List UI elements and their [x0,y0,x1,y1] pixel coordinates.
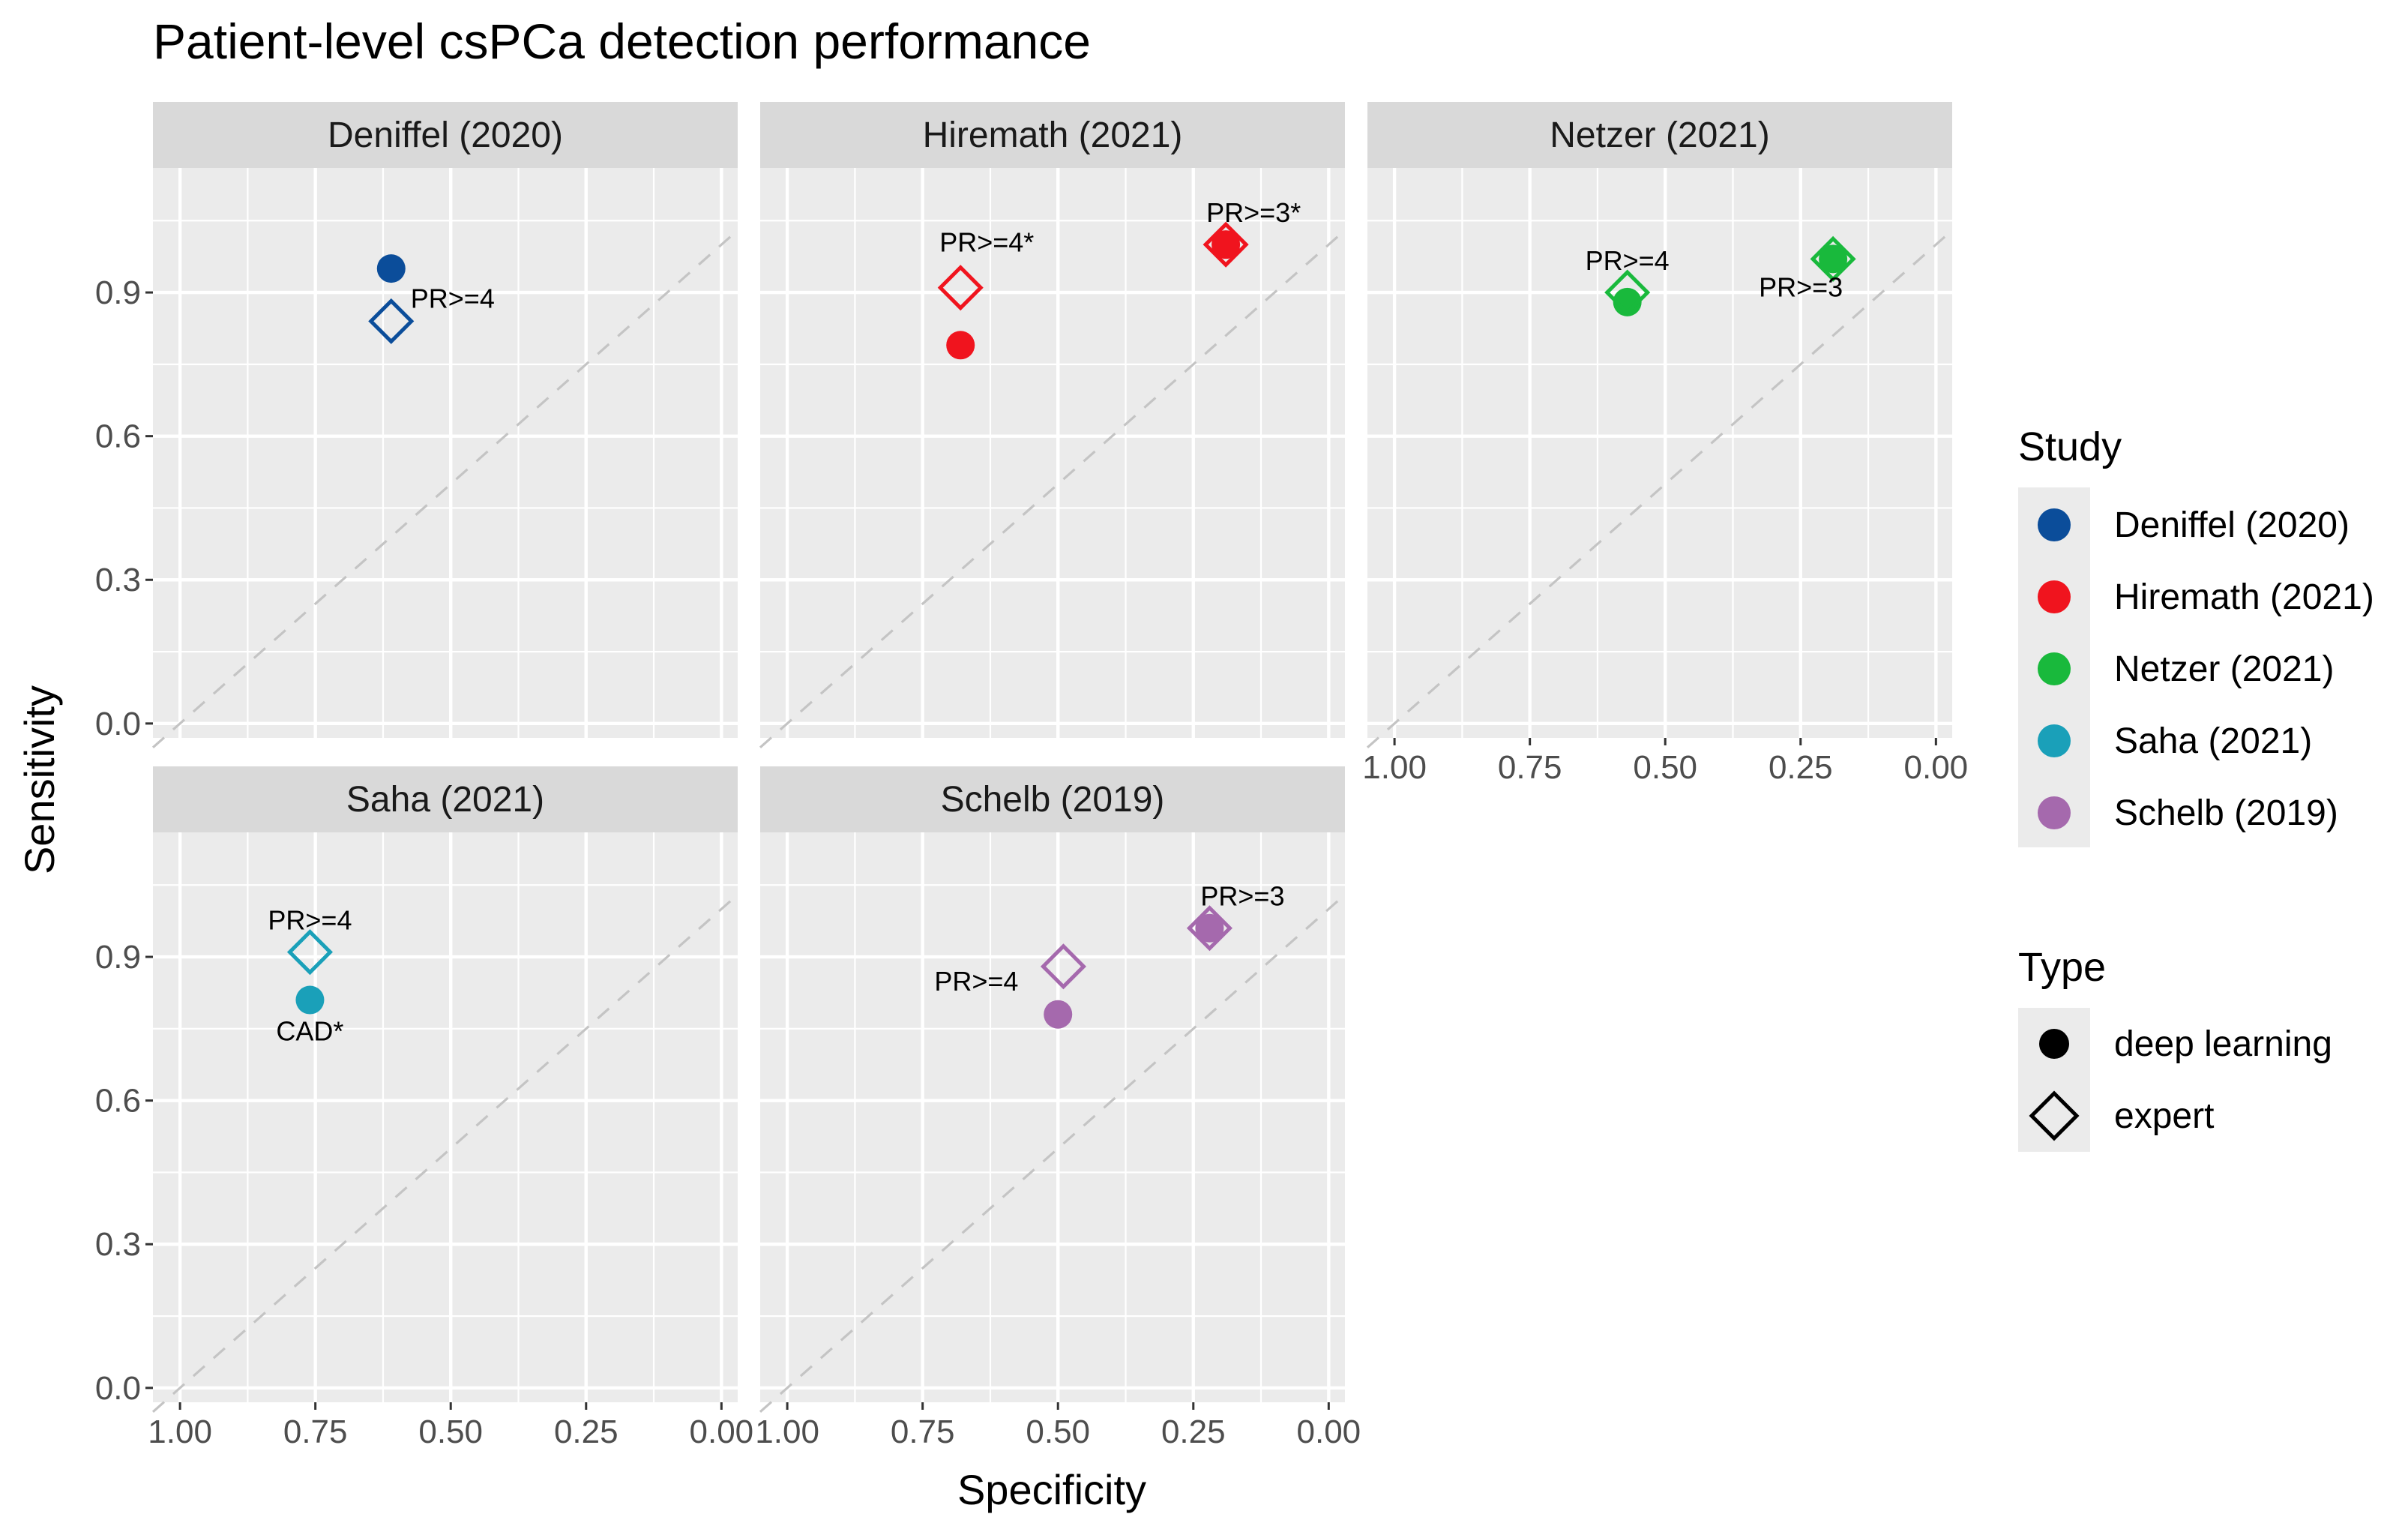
y-tick-label: 0.9 [95,939,141,976]
expert-point [1604,269,1651,316]
facet-strip [153,102,738,168]
deep-learning-point [295,985,325,1015]
expert-point [1810,235,1856,282]
deep-learning-point [946,331,975,360]
legend-label-type: expert [2114,1096,2214,1136]
expert-point [286,929,333,976]
expert-point [937,265,984,311]
legend-key-study [2038,724,2071,757]
chance-diagonal [759,229,1346,748]
y-tick-label: 0.9 [95,274,141,311]
legend-label-type: deep learning [2114,1024,2332,1064]
x-tick-label: 0.75 [283,1414,348,1450]
y-tick-label: 0.6 [95,418,141,455]
x-tick-label: 1.00 [148,1414,212,1450]
y-tick-label: 0.0 [95,1370,141,1407]
panel-background [760,168,1345,738]
deep-learning-point [1819,244,1848,274]
panel-background [153,168,738,738]
expert-point [1203,221,1249,268]
deep-learning-point [376,254,406,283]
facet-panels: Deniffel (2020) 0.0 0.3 0.6 0.9 PR>=4 Hiremath… [95,102,1968,1450]
facet-strip-label: Hiremath (2021) [923,115,1183,155]
x-axis-title: Specificity [957,1466,1146,1513]
x-tick-label: 0.50 [1633,749,1697,786]
chance-diagonal [151,229,739,748]
y-tick-label: 0.6 [95,1083,141,1120]
y-tick-label: 0.3 [95,1226,141,1263]
panel-background [153,832,738,1402]
facet-strip [153,766,738,832]
legend-label-study: Hiremath (2021) [2114,577,2374,617]
x-tick-label: 0.50 [418,1414,483,1450]
deep-learning-point [1195,913,1224,943]
facet-panel: Deniffel (2020) 0.0 0.3 0.6 0.9 PR>=4 [95,102,739,748]
point-label: PR>=3 [1200,881,1284,912]
x-tick-label: 0.50 [1026,1414,1090,1450]
chart-title: Patient-level csPCa detection performanc… [153,13,1091,69]
x-tick-label: 0.25 [1769,749,1833,786]
facet-strip-label: Netzer (2021) [1550,115,1769,155]
x-tick-label: 0.25 [1161,1414,1226,1450]
y-tick-label: 0.0 [95,706,141,742]
x-tick-label: 0.75 [1498,749,1562,786]
deep-learning-point [1613,287,1642,316]
legend-label-study: Saha (2021) [2114,721,2312,761]
legend-key-study [2038,508,2071,541]
x-tick-label: 1.00 [755,1414,819,1450]
facet-strip [760,102,1345,168]
point-label: PR>=3* [1206,197,1301,228]
facet-strip [1367,102,1952,168]
deep-learning-point [1211,230,1241,259]
legend-key-type [2029,1090,2080,1141]
chance-diagonal [759,893,1346,1413]
y-tick-label: 0.3 [95,562,141,598]
legend-title-type: Type [2018,945,2106,990]
legend-key-study [2038,652,2071,685]
x-tick-label: 0.75 [891,1414,955,1450]
facet-panel: Hiremath (2021) PR>=4* PR>=3* [759,102,1346,748]
panel-background [760,832,1345,1402]
expert-point [1040,943,1086,990]
legend-key-study [2038,796,2071,829]
legend-label-study: Schelb (2019) [2114,793,2338,833]
legend-key-study [2038,580,2071,613]
expert-point [1186,905,1232,952]
point-label: PR>=4* [939,227,1034,258]
legend: Study Deniffel (2020) Hiremath (2021) Netze… [2018,424,2374,1152]
point-label: PR>=4 [1586,245,1670,276]
point-label: CAD* [276,1016,343,1047]
y-axis-title: Sensitivity [16,685,63,874]
point-label: PR>=4 [268,905,352,936]
legend-key-type [2039,1029,2069,1059]
facet-panel: Schelb (2019) 1.00 0.75 0.50 0.25 0.00 PR>=4 PR… [755,766,1361,1450]
point-label: PR>=4 [411,283,495,313]
legend-label-study: Netzer (2021) [2114,649,2334,689]
x-tick-label: 0.00 [1904,749,1969,786]
expert-point [368,298,415,344]
legend-label-study: Deniffel (2020) [2114,505,2350,545]
legend-title-study: Study [2018,424,2122,469]
facet-strip [760,766,1345,832]
facet-strip-label: Deniffel (2020) [328,115,563,155]
x-tick-label: 1.00 [1362,749,1427,786]
chance-diagonal [151,893,739,1413]
deep-learning-point [1044,1000,1073,1029]
facet-strip-label: Schelb (2019) [941,780,1165,820]
point-label: PR>=3 [1759,271,1843,302]
facet-strip-label: Saha (2021) [346,780,544,820]
panel-background [1367,168,1952,738]
point-label: PR>=4 [934,966,1018,997]
facet-panel: Saha (2021) 0.0 0.3 0.6 0.9 1.00 0.75 0.50 0.25 0… [95,766,753,1450]
chance-diagonal [1366,229,1954,748]
facet-panel: Netzer (2021) 1.00 0.75 0.50 0.25 0.00 PR>=4 PR… [1362,102,1968,786]
x-tick-label: 0.25 [554,1414,618,1450]
x-tick-label: 0.00 [690,1414,754,1450]
x-tick-label: 0.00 [1297,1414,1361,1450]
